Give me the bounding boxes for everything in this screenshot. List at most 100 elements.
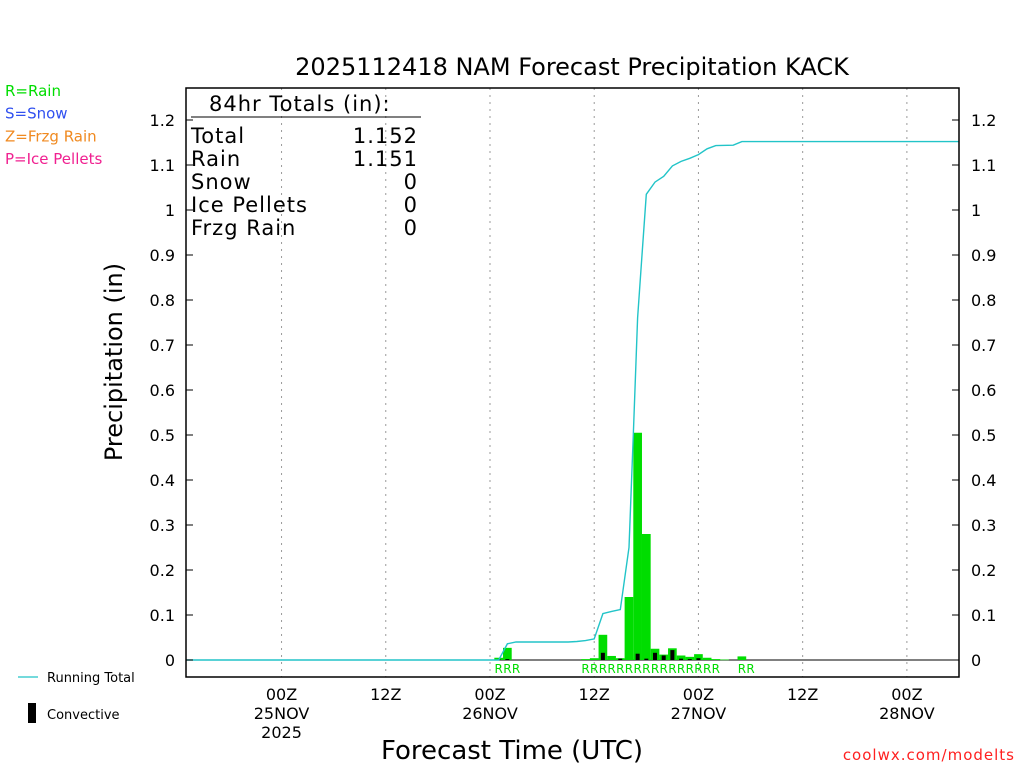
rain-bar bbox=[624, 597, 634, 660]
totals-row-value: 1.151 bbox=[353, 147, 418, 171]
x-axis-label: Forecast Time (UTC) bbox=[381, 736, 643, 766]
y-tick-label-right: 0.9 bbox=[971, 246, 996, 265]
ptype-marker: R bbox=[738, 662, 746, 676]
y-tick-label-left: 0.3 bbox=[150, 516, 175, 535]
y-tick-label-left: 0.7 bbox=[150, 336, 175, 355]
rain-bar bbox=[589, 658, 599, 660]
x-tick-label: 2025 bbox=[261, 723, 302, 742]
rain-bar bbox=[694, 654, 703, 660]
y-tick-label-right: 0.5 bbox=[971, 426, 996, 445]
x-tick-label: 25NOV bbox=[254, 704, 310, 723]
convective-bar bbox=[670, 650, 675, 660]
ptype-marker: R bbox=[660, 662, 668, 676]
rain-bar bbox=[633, 432, 642, 660]
convective-bar bbox=[687, 659, 692, 660]
ptype-legend-item: Z=Frzg Rain bbox=[5, 127, 97, 145]
y-tick-label-left: 0.6 bbox=[150, 381, 175, 400]
convective-bar bbox=[696, 658, 701, 660]
x-tick-label: 00Z bbox=[474, 685, 505, 704]
ptype-marker: R bbox=[581, 662, 589, 676]
convective-bar bbox=[635, 653, 640, 660]
totals-row-value: 0 bbox=[404, 193, 418, 217]
y-tick-label-right: 0.3 bbox=[971, 516, 996, 535]
ptype-marker: R bbox=[668, 662, 676, 676]
plot-border bbox=[185, 87, 960, 678]
y-tick-label-left: 0.1 bbox=[150, 606, 175, 625]
ptype-marker: R bbox=[677, 662, 685, 676]
y-tick-label-right: 1 bbox=[971, 201, 981, 220]
y-tick-label-left: 0.2 bbox=[150, 561, 175, 580]
plot-frame bbox=[185, 87, 960, 678]
ptype-legend-item: R=Rain bbox=[5, 82, 61, 100]
x-tick-label: 26NOV bbox=[462, 704, 518, 723]
rain-bar bbox=[641, 534, 651, 660]
ptype-marker: R bbox=[642, 662, 650, 676]
x-tick-label: 00Z bbox=[683, 685, 714, 704]
x-tick-label: 12Z bbox=[787, 685, 818, 704]
rain-bar bbox=[503, 647, 512, 660]
y-tick-label-right: 0.4 bbox=[971, 471, 996, 490]
convective-swatch bbox=[28, 703, 36, 723]
totals-row-value: 0 bbox=[404, 170, 418, 194]
chart-title: 2025112418 NAM Forecast Precipitation KA… bbox=[295, 53, 850, 81]
x-tick-label: 12Z bbox=[579, 685, 610, 704]
ptype-marker: R bbox=[703, 662, 711, 676]
ptype-marker: R bbox=[616, 662, 624, 676]
ptype-marker: R bbox=[712, 662, 720, 676]
bars bbox=[494, 432, 747, 661]
y-tick-label-right: 0.6 bbox=[971, 381, 996, 400]
convective-bar bbox=[661, 655, 666, 660]
rain-bar bbox=[598, 634, 608, 660]
legend-convective: Convective bbox=[28, 703, 120, 723]
ptype-legend: R=Rain S=Snow Z=Frzg Rain P=Ice Pellets bbox=[5, 82, 102, 168]
ptype-marker: R bbox=[633, 662, 641, 676]
ptype-marker: R bbox=[746, 662, 754, 676]
y-tick-label-left: 0.4 bbox=[150, 471, 175, 490]
ptype-marker: R bbox=[694, 662, 702, 676]
y-tick-label-right: 1.2 bbox=[971, 111, 996, 130]
rain-bar bbox=[607, 655, 616, 660]
convective-bar bbox=[653, 652, 658, 660]
ptype-marker: R bbox=[599, 662, 607, 676]
ptype-marker: R bbox=[503, 662, 511, 676]
running-total-label: Running Total bbox=[47, 671, 135, 686]
totals-row-label: Frzg Rain bbox=[191, 216, 296, 240]
rain-bar bbox=[685, 656, 695, 660]
ptype-marker: R bbox=[686, 662, 694, 676]
running-total-polyline bbox=[186, 140, 959, 661]
y-tick-label-right: 0.2 bbox=[971, 561, 996, 580]
totals-heading: 84hr Totals (in): bbox=[209, 92, 391, 116]
running-total-line bbox=[186, 140, 959, 661]
ptype-legend-item: P=Ice Pellets bbox=[5, 150, 102, 168]
totals-box: 84hr Totals (in): Total 1.152 Rain 1.151 Snow… bbox=[190, 92, 421, 240]
legend-running-total: Running Total bbox=[18, 671, 135, 686]
y-tick-label-right: 1.1 bbox=[971, 156, 996, 175]
x-tick-label: 00Z bbox=[891, 685, 922, 704]
y-tick-label-right: 0.8 bbox=[971, 291, 996, 310]
totals-row-label: Ice Pellets bbox=[191, 193, 308, 217]
totals-row-value: 0 bbox=[404, 216, 418, 240]
y-tick-label-left: 0.5 bbox=[150, 426, 175, 445]
rain-bar bbox=[720, 659, 729, 661]
totals-row-label: Total bbox=[190, 124, 245, 148]
grid bbox=[186, 88, 959, 677]
y-axis: 0 00.1 0.10.2 0.20.3 0.30.4 0.40.5 0.50.6 0.60.… bbox=[150, 111, 997, 670]
rain-bar bbox=[581, 659, 590, 660]
ptype-marker: R bbox=[625, 662, 633, 676]
x-tick-label: 12Z bbox=[370, 685, 401, 704]
rain-bar bbox=[711, 659, 721, 660]
convective-bar bbox=[679, 658, 684, 660]
ptype-marker: R bbox=[590, 662, 598, 676]
y-tick-label-left: 0.8 bbox=[150, 291, 175, 310]
x-tick-label: 28NOV bbox=[879, 704, 935, 723]
y-tick-label-left: 0.9 bbox=[150, 246, 175, 265]
x-tick-label: 00Z bbox=[266, 685, 297, 704]
ptype-marker: R bbox=[607, 662, 615, 676]
y-tick-label-left: 1 bbox=[165, 201, 175, 220]
y-axis-label: Precipitation (in) bbox=[100, 263, 128, 461]
y-tick-label-right: 0.7 bbox=[971, 336, 996, 355]
credit-text: coolwx.com/modelts bbox=[843, 746, 1015, 764]
y-tick-label-left: 0 bbox=[165, 651, 175, 670]
